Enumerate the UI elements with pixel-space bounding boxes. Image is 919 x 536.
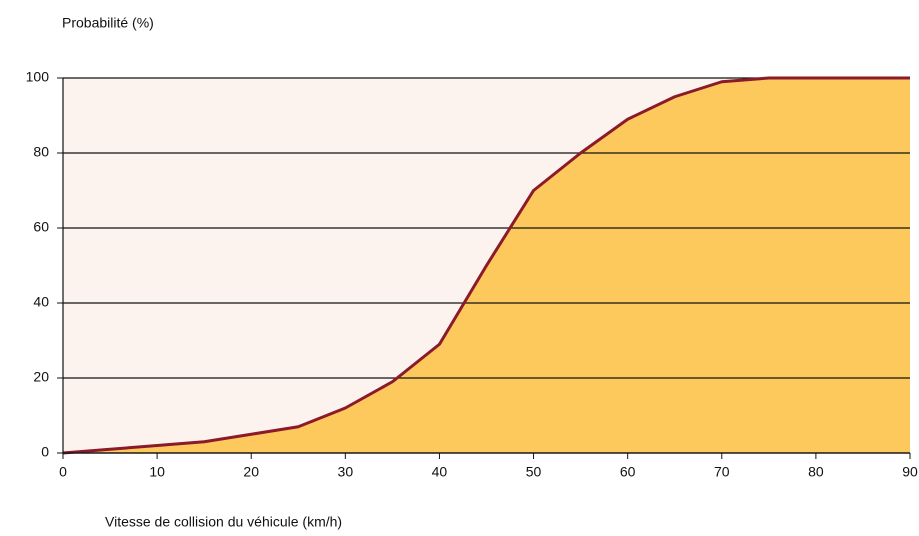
x-tick-label: 10: [149, 464, 165, 480]
y-tick-label: 0: [41, 444, 49, 460]
x-tick-label: 70: [714, 464, 730, 480]
area-line: [62, 76, 910, 455]
y-tick-label: 100: [26, 69, 50, 85]
y-tick-label: 40: [33, 294, 49, 310]
y-tick-label: 60: [33, 219, 49, 235]
y-tick-label: 20: [33, 369, 49, 385]
x-tick-label: 30: [338, 464, 354, 480]
x-tick-label: 60: [620, 464, 636, 480]
x-tick-label: 50: [526, 464, 542, 480]
x-tick-label: 40: [432, 464, 448, 480]
x-tick-label: 20: [243, 464, 259, 480]
y-axis-title: Probabilité (%): [62, 15, 154, 31]
x-tick-label: 80: [808, 464, 824, 480]
x-tick-label: 90: [902, 464, 918, 480]
x-tick-label: 0: [59, 464, 67, 480]
y-tick-label: 80: [33, 144, 49, 160]
x-axis-title: Vitesse de collision du véhicule (km/h): [105, 514, 342, 530]
